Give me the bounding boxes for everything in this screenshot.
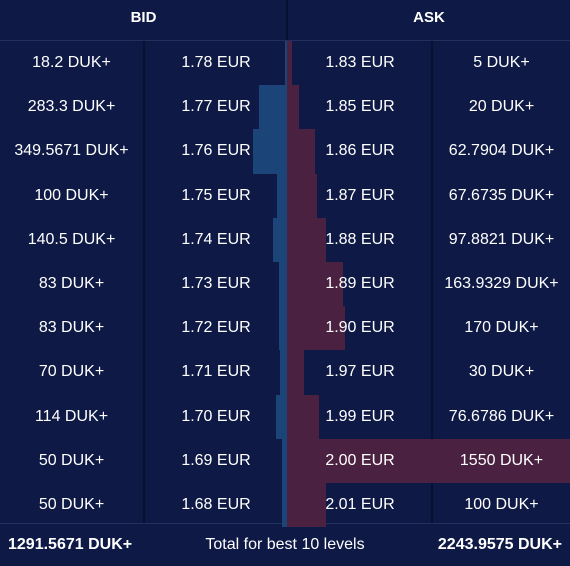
ask-depth-bar <box>287 85 300 130</box>
bid-depth-bar <box>275 394 287 439</box>
ask-price: 1.99 EUR <box>325 407 395 425</box>
ask-price: 1.87 EUR <box>325 186 395 204</box>
ask-quantity: 1550 DUK+ <box>459 451 544 469</box>
ask-quantity: 62.7904 DUK+ <box>448 142 555 160</box>
ask-price: 1.88 EUR <box>325 230 395 248</box>
bid-quantity: 140.5 DUK+ <box>27 230 116 248</box>
ask-depth-bar <box>287 41 292 86</box>
ask-price: 1.89 EUR <box>325 274 395 292</box>
bid-depth-bar <box>277 173 287 218</box>
bid-quantity: 18.2 DUK+ <box>32 54 111 71</box>
ask-price: 1.83 EUR <box>325 54 395 71</box>
bid-quantity: 114 DUK+ <box>34 407 109 425</box>
ask-quantity: 76.6786 DUK+ <box>448 407 555 425</box>
ask-column-header: ASK <box>413 9 445 26</box>
bid-price: 1.74 EUR <box>181 230 251 248</box>
order-level-row[interactable]: 283.3 DUK+ 1.77 EUR 1.85 EUR 20 DUK+ <box>0 85 570 130</box>
order-book-footer: Total for best 10 levels 1291.5671 DUK+ … <box>0 523 570 562</box>
bid-price: 1.69 EUR <box>181 451 251 469</box>
bid-depth-bar <box>278 306 287 351</box>
ask-depth-bar <box>287 261 344 307</box>
bid-quantity: 349.5671 DUK+ <box>14 142 129 160</box>
bid-price: 1.78 EUR <box>181 54 251 71</box>
bid-price: 1.73 EUR <box>181 274 251 292</box>
bid-depth-bar <box>273 217 287 262</box>
bid-quantity: 100 DUK+ <box>34 186 109 204</box>
ask-quantity: 100 DUK+ <box>464 495 539 513</box>
ask-quantity: 97.8821 DUK+ <box>448 230 555 248</box>
bid-price: 1.72 EUR <box>181 319 251 337</box>
bid-depth-bar <box>280 350 287 395</box>
ask-depth-bar <box>287 129 316 174</box>
bid-price: 1.76 EUR <box>181 142 251 160</box>
ask-quantity: 67.6735 DUK+ <box>448 186 555 204</box>
ask-price: 2.01 EUR <box>325 495 395 513</box>
ask-depth-bar <box>287 438 570 483</box>
ask-depth-bar <box>287 350 304 395</box>
order-level-row[interactable]: 18.2 DUK+ 1.78 EUR 1.83 EUR 5 DUK+ <box>0 41 570 86</box>
column-divider-bid <box>143 41 145 523</box>
bid-depth-bar <box>253 129 287 174</box>
ask-price: 1.85 EUR <box>325 98 395 116</box>
ask-quantity: 170 DUK+ <box>464 319 539 337</box>
bid-price: 1.70 EUR <box>181 407 251 425</box>
bid-price: 1.71 EUR <box>181 363 251 381</box>
ask-depth-bar <box>287 306 345 351</box>
bid-quantity: 83 DUK+ <box>38 274 105 292</box>
order-level-row[interactable]: 83 DUK+ 1.72 EUR 1.90 EUR 170 DUK+ <box>0 306 570 351</box>
ask-price: 1.97 EUR <box>325 363 395 381</box>
bid-depth-bar <box>282 438 287 483</box>
bid-price: 1.68 EUR <box>181 495 251 513</box>
order-level-row[interactable]: 83 DUK+ 1.73 EUR 1.89 EUR 163.9329 DUK+ <box>0 261 570 307</box>
order-level-row[interactable]: 50 DUK+ 1.69 EUR 2.00 EUR 1550 DUK+ <box>0 438 570 483</box>
totals-label: Total for best 10 levels <box>205 536 365 553</box>
bid-depth-bar <box>259 85 287 130</box>
ask-total: 2243.9575 DUK+ <box>437 536 562 553</box>
bid-price: 1.77 EUR <box>181 98 251 116</box>
ask-depth-bar <box>287 482 327 528</box>
ask-quantity: 30 DUK+ <box>468 363 535 381</box>
bid-quantity: 70 DUK+ <box>38 363 105 381</box>
ask-quantity: 20 DUK+ <box>468 98 535 116</box>
bid-quantity: 50 DUK+ <box>38 451 105 469</box>
ask-price: 1.90 EUR <box>325 319 395 337</box>
bid-total: 1291.5671 DUK+ <box>8 536 133 553</box>
bid-price: 1.75 EUR <box>181 186 251 204</box>
bid-quantity: 283.3 DUK+ <box>27 98 116 116</box>
bid-column-header: BID <box>130 9 157 26</box>
bid-depth-bar <box>278 261 287 307</box>
order-level-row[interactable]: 50 DUK+ 1.68 EUR 2.01 EUR 100 DUK+ <box>0 482 570 528</box>
bid-depth-bar <box>282 482 287 528</box>
ask-quantity: 5 DUK+ <box>473 54 530 71</box>
order-level-row[interactable]: 140.5 DUK+ 1.74 EUR 1.88 EUR 97.8821 DUK+ <box>0 217 570 262</box>
bid-quantity: 83 DUK+ <box>38 319 105 337</box>
column-divider-ask <box>431 41 433 523</box>
order-book-header: BID ASK <box>0 0 570 41</box>
order-level-row[interactable]: 114 DUK+ 1.70 EUR 1.99 EUR 76.6786 DUK+ <box>0 394 570 439</box>
order-level-row[interactable]: 349.5671 DUK+ 1.76 EUR 1.86 EUR 62.7904 DUK… <box>0 129 570 174</box>
header-divider <box>286 0 288 40</box>
ask-depth-bar <box>287 394 320 439</box>
bid-quantity: 50 DUK+ <box>38 495 105 513</box>
order-level-row[interactable]: 100 DUK+ 1.75 EUR 1.87 EUR 67.6735 DUK+ <box>0 173 570 218</box>
ask-depth-bar <box>287 173 317 218</box>
order-book-levels: 18.2 DUK+ 1.78 EUR 1.83 EUR 5 DUK+ 283.3 DUK… <box>0 41 570 528</box>
ask-price: 1.86 EUR <box>325 142 395 160</box>
order-level-row[interactable]: 70 DUK+ 1.71 EUR 1.97 EUR 30 DUK+ <box>0 350 570 395</box>
bid-depth-bar <box>285 41 287 86</box>
ask-price: 2.00 EUR <box>325 451 395 469</box>
ask-depth-bar <box>287 217 326 262</box>
ask-quantity: 163.9329 DUK+ <box>444 274 559 292</box>
